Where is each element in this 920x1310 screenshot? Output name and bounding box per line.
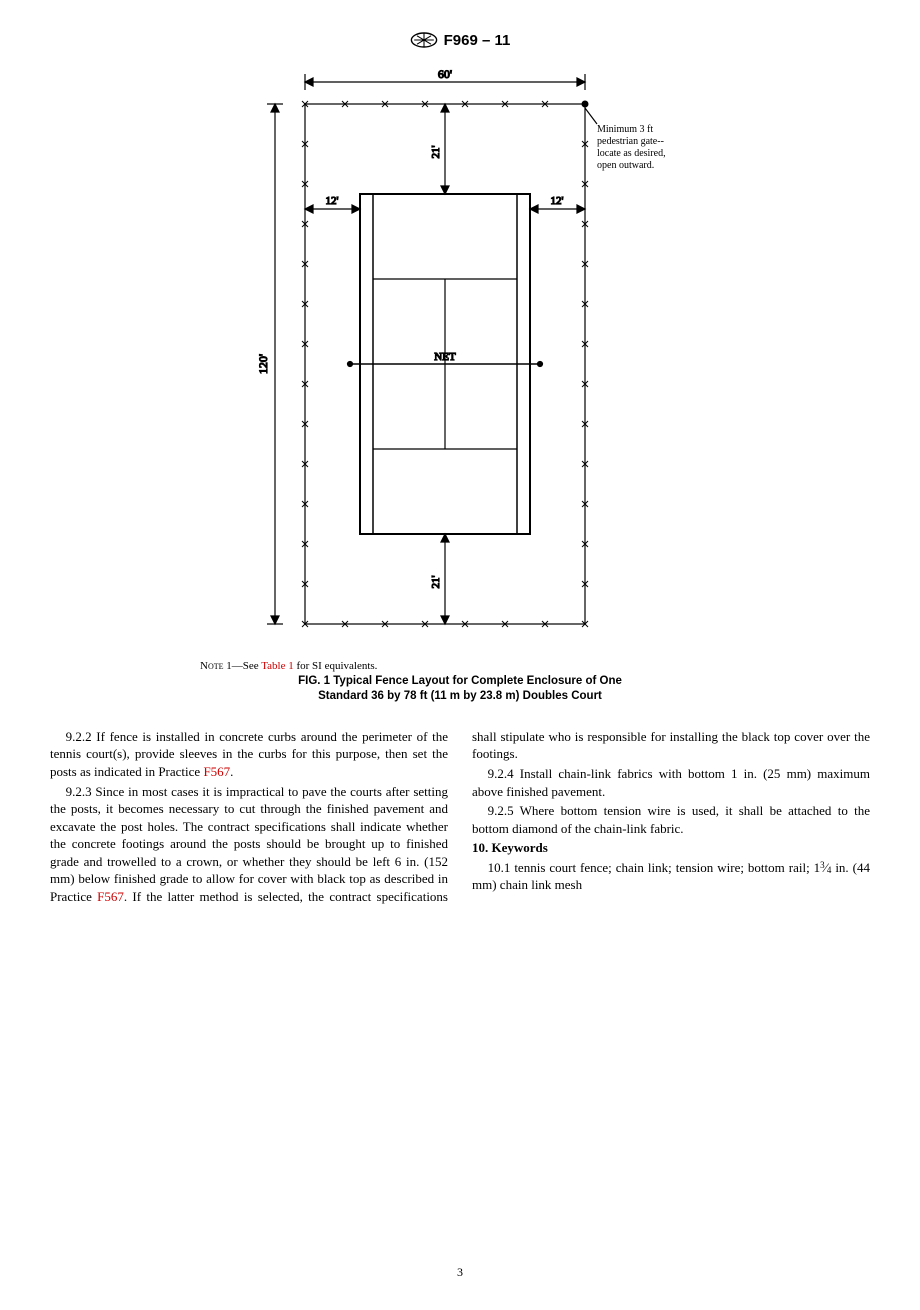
para-9-2-2: 9.2.2 If fence is installed in concrete … <box>50 728 448 781</box>
svg-text:12': 12' <box>326 195 339 207</box>
figure-1: 60' <box>50 64 870 704</box>
ref-f567[interactable]: F567 <box>97 889 124 904</box>
para-10-1: 10.1 tennis court fence; chain link; ten… <box>472 859 870 894</box>
figure-caption: FIG. 1 Typical Fence Layout for Complete… <box>50 674 870 704</box>
document-id: F969 – 11 <box>444 32 511 49</box>
svg-text:21': 21' <box>430 575 442 588</box>
svg-text:NET: NET <box>434 351 456 363</box>
svg-text:60': 60' <box>438 67 452 81</box>
svg-text:120': 120' <box>256 354 270 374</box>
section-10-heading: 10. Keywords <box>472 839 870 857</box>
svg-text:pedestrian gate--: pedestrian gate-- <box>597 136 664 147</box>
page-number: 3 <box>50 1265 870 1280</box>
table-1-ref[interactable]: Table 1 <box>261 660 294 672</box>
astm-logo-icon <box>410 30 438 50</box>
ref-f567[interactable]: F567 <box>203 764 230 779</box>
svg-text:locate as desired,: locate as desired, <box>597 148 666 159</box>
svg-text:12': 12' <box>551 195 564 207</box>
court-diagram: 60' <box>245 64 675 654</box>
figure-note: Note 1—See Table 1 for SI equivalents. <box>50 660 870 672</box>
body-text: 9.2.2 If fence is installed in concrete … <box>50 728 870 905</box>
svg-text:Minimum 3 ft: Minimum 3 ft <box>597 124 653 135</box>
para-9-2-4: 9.2.4 Install chain-link fabrics with bo… <box>472 765 870 800</box>
page-header: F969 – 11 <box>50 30 870 54</box>
para-9-2-5: 9.2.5 Where bottom tension wire is used,… <box>472 802 870 837</box>
svg-text:open outward.: open outward. <box>597 160 654 171</box>
svg-text:21': 21' <box>430 145 442 158</box>
